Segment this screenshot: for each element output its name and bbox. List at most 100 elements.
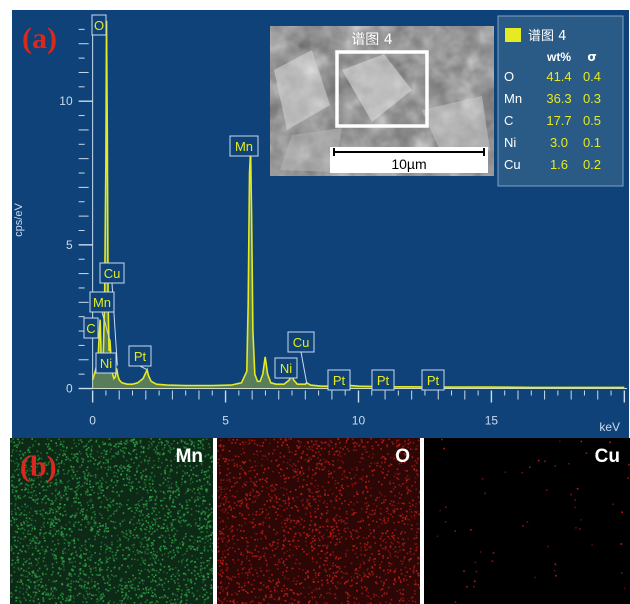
map-signal-dot	[65, 600, 68, 602]
map-signal-dot	[205, 527, 208, 529]
map-signal-dot	[112, 500, 114, 503]
map-signal-dot	[416, 510, 418, 513]
map-signal-dot	[191, 490, 194, 493]
map-signal-dot	[140, 476, 142, 478]
map-signal-dot	[99, 512, 101, 515]
map-signal-dot	[415, 488, 417, 490]
map-signal-dot	[246, 572, 249, 574]
map-signal-dot	[147, 569, 149, 571]
map-signal-dot	[36, 559, 38, 561]
map-signal-dot	[337, 482, 339, 485]
map-signal-dot	[197, 573, 199, 575]
map-signal-dot	[301, 503, 304, 506]
map-signal-dot	[353, 511, 356, 514]
map-signal-dot	[194, 539, 196, 541]
map-signal-dot	[180, 601, 182, 603]
map-signal-dot	[91, 504, 94, 506]
map-signal-dot	[252, 501, 254, 504]
map-signal-dot	[27, 447, 30, 449]
map-signal-dot	[10, 524, 13, 526]
map-signal-dot	[15, 589, 17, 591]
map-signal-dot	[302, 486, 304, 488]
map-signal-dot	[159, 563, 162, 565]
map-signal-dot	[336, 514, 338, 516]
map-signal-dot	[190, 561, 192, 563]
map-signal-dot	[415, 469, 417, 472]
map-signal-dot	[150, 472, 153, 475]
map-signal-dot	[34, 499, 37, 501]
map-signal-dot	[404, 443, 407, 446]
map-signal-dot	[50, 588, 53, 591]
map-signal-dot	[189, 479, 192, 481]
map-signal-dot	[356, 590, 358, 592]
map-signal-dot	[80, 464, 83, 467]
map-signal-dot	[385, 541, 387, 544]
map-signal-dot	[370, 462, 372, 465]
map-signal-dot	[97, 582, 99, 585]
map-signal-dot	[186, 594, 189, 597]
map-signal-dot	[107, 574, 109, 577]
map-signal-dot	[208, 446, 211, 449]
map-signal-dot	[85, 517, 87, 519]
map-signal-dot	[185, 519, 187, 522]
map-signal-dot	[55, 482, 57, 484]
map-signal-dot	[408, 489, 410, 491]
map-signal-dot	[272, 579, 274, 582]
map-signal-dot	[138, 550, 140, 552]
map-signal-dot	[140, 461, 143, 464]
map-signal-dot	[150, 601, 152, 604]
map-signal-dot	[254, 569, 257, 571]
map-signal-dot	[393, 583, 395, 585]
map-signal-dot	[343, 582, 346, 585]
map-signal-dot	[379, 518, 381, 521]
map-signal-dot	[174, 593, 177, 596]
map-signal-dot	[401, 531, 403, 533]
map-signal-dot	[289, 556, 291, 559]
map-signal-dot	[150, 542, 153, 544]
map-signal-dot	[63, 463, 65, 465]
map-signal-dot	[398, 484, 401, 486]
map-signal-dot	[117, 442, 119, 445]
map-signal-dot	[37, 550, 40, 552]
map-signal-dot	[185, 595, 188, 598]
map-signal-dot	[146, 476, 148, 478]
map-signal-dot	[238, 524, 241, 526]
map-signal-dot	[163, 545, 166, 548]
map-signal-dot	[178, 574, 180, 577]
map-signal-dot	[209, 457, 212, 459]
map-signal-dot	[130, 580, 132, 583]
map-signal-dot	[242, 554, 244, 556]
map-signal-dot	[104, 453, 107, 456]
map-signal-dot	[387, 586, 390, 589]
map-signal-dot	[119, 539, 121, 541]
map-signal-dot	[381, 547, 384, 550]
map-signal-dot	[50, 521, 53, 524]
map-signal-dot	[330, 593, 332, 595]
map-signal-dot	[70, 515, 73, 518]
map-signal-dot	[387, 508, 389, 511]
map-signal-dot	[300, 456, 303, 458]
map-signal-dot	[90, 580, 93, 583]
map-signal-dot	[353, 577, 355, 579]
map-signal-dot	[179, 543, 181, 545]
map-signal-dot	[145, 587, 147, 590]
map-signal-dot	[315, 600, 317, 603]
map-signal-dot	[98, 522, 101, 525]
map-signal-dot	[296, 506, 298, 508]
map-signal-dot	[293, 599, 296, 601]
map-signal-dot	[361, 577, 363, 580]
map-signal-dot	[164, 469, 166, 472]
map-signal-dot	[242, 441, 244, 443]
map-signal-dot	[335, 450, 337, 453]
map-signal-dot	[326, 546, 328, 548]
map-signal-dot	[58, 568, 61, 570]
map-signal-dot	[116, 476, 119, 478]
map-signal-dot	[380, 448, 382, 450]
map-signal-dot	[86, 483, 88, 485]
map-signal-dot	[350, 535, 352, 538]
map-signal-dot	[299, 534, 302, 537]
map-signal-dot	[55, 548, 57, 550]
map-signal-dot	[123, 558, 125, 560]
o-map-label: O	[395, 446, 410, 467]
map-signal-dot	[373, 513, 375, 515]
